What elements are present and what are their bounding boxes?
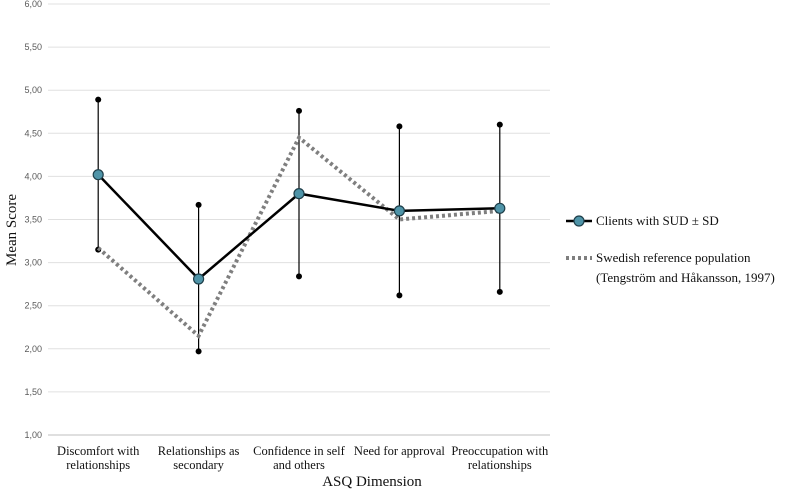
- y-tick-label: 5,00: [24, 85, 42, 95]
- legend-label-reference: Swedish reference population (Tengström a…: [596, 250, 775, 285]
- x-category-label: Discomfort with relationships: [57, 444, 140, 472]
- y-tick-label: 3,50: [24, 215, 42, 225]
- y-tick-label: 5,50: [24, 42, 42, 52]
- data-point-sud: [193, 273, 205, 285]
- error-bar-cap-low: [296, 273, 302, 280]
- y-tick-label: 2,00: [24, 344, 42, 354]
- x-category-label: Relationships as secondary: [158, 444, 240, 472]
- data-point-sud: [92, 169, 104, 181]
- error-bar-cap-low: [496, 288, 503, 295]
- x-category-label: Preoccupation with relationships: [451, 444, 549, 472]
- error-bar-cap-low: [195, 348, 202, 355]
- x-axis-title: ASQ Dimension: [322, 474, 422, 490]
- y-tick-label: 1,50: [24, 387, 42, 397]
- error-bar-cap-high: [95, 96, 102, 103]
- series-markers: [92, 169, 506, 285]
- y-tick-label: 1,00: [24, 430, 42, 440]
- legend: Clients with SUD ± SD Swedish reference p…: [566, 213, 775, 285]
- y-tick-label: 4,00: [24, 171, 42, 181]
- legend-label-sud: Clients with SUD ± SD: [596, 213, 719, 228]
- error-bar-cap-low: [396, 292, 403, 299]
- y-tick-label: 6,00: [24, 0, 42, 9]
- data-point-sud: [293, 188, 305, 200]
- legend-marker-sud: [573, 215, 585, 227]
- y-tick-label: 4,50: [24, 128, 42, 138]
- x-category-label: Need for approval: [354, 444, 445, 458]
- x-axis-category-labels: Discomfort with relationships Relationship…: [57, 444, 549, 472]
- error-bar-cap-high: [396, 123, 403, 130]
- error-bar-cap-high: [496, 121, 503, 128]
- error-bar-cap-high: [195, 201, 202, 208]
- data-point-sud: [393, 205, 405, 217]
- y-tick-label: 2,50: [24, 301, 42, 311]
- y-tick-label: 3,00: [24, 258, 42, 268]
- data-point-sud: [494, 202, 506, 214]
- error-bar-cap-high: [296, 107, 302, 114]
- y-axis-title: Mean Score: [4, 194, 20, 266]
- y-axis-tick-labels: 1,00 1,50 2,00 2,50 3,00 3,50 4,00 4,50 5,00 5,50…: [24, 0, 42, 440]
- x-category-label: Confidence in self and others: [253, 444, 345, 472]
- series-line-reference: [96, 134, 500, 340]
